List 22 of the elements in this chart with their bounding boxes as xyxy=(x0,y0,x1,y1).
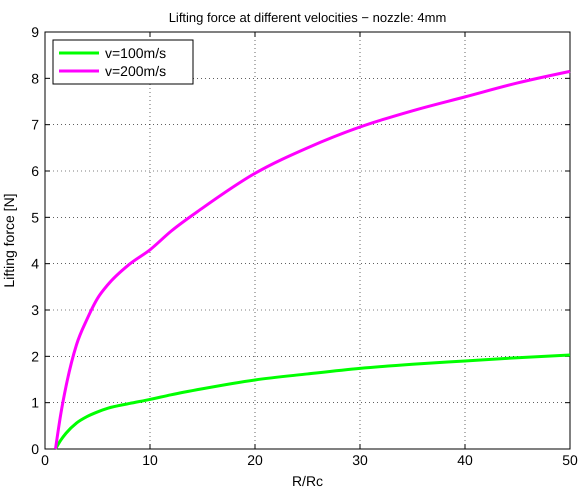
legend-label: v=200m/s xyxy=(105,63,166,79)
x-tick-label: 10 xyxy=(142,452,158,468)
chart-title: Lifting force at different velocities − nozzle: 4mm xyxy=(168,10,446,25)
y-tick-label: 3 xyxy=(31,302,40,318)
x-tick-label: 30 xyxy=(352,452,368,468)
x-tick-label: 50 xyxy=(562,452,578,468)
y-tick-label: 9 xyxy=(31,24,40,40)
y-tick-label: 7 xyxy=(31,116,40,133)
y-tick-label: 8 xyxy=(31,70,40,86)
x-tick-label: 40 xyxy=(457,452,473,468)
y-tick-label: 4 xyxy=(31,256,40,272)
x-axis-title: R/Rc xyxy=(292,473,324,489)
y-tick-label: 2 xyxy=(31,348,40,364)
x-tick-label: 20 xyxy=(247,452,263,468)
legend-label: v=100m/s xyxy=(105,45,166,61)
y-axis-title: Lifting force [N] xyxy=(1,193,17,288)
line-series xyxy=(54,353,572,450)
y-tick-label: 1 xyxy=(31,394,40,411)
x-tick-label: 0 xyxy=(41,452,50,468)
y-tick-label: 5 xyxy=(31,209,40,226)
y-tick-label: 0 xyxy=(31,441,40,457)
y-tick-label: 6 xyxy=(31,163,40,179)
